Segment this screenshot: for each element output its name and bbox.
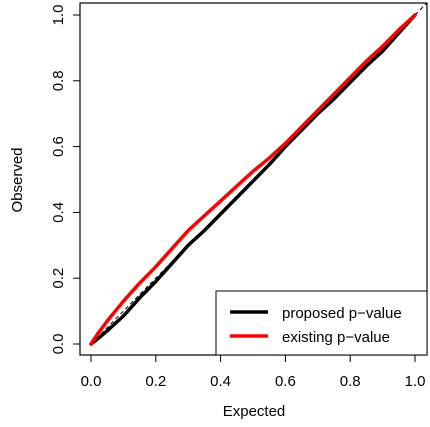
x-tick-label: 0.8 bbox=[340, 373, 361, 390]
x-tick-label: 0.0 bbox=[81, 373, 102, 390]
legend-label-existing: existing p−value bbox=[282, 329, 390, 346]
y-axis: 0.0 0.2 0.4 0.6 0.8 1.0 bbox=[50, 5, 80, 355]
series-line-existing bbox=[89, 13, 417, 346]
y-tick-label: 0.0 bbox=[50, 334, 67, 355]
x-tick-label: 0.2 bbox=[145, 373, 166, 390]
x-axis: 0.0 0.2 0.4 0.6 0.8 1.0 bbox=[81, 355, 426, 390]
legend-label-proposed: proposed p−value bbox=[282, 305, 402, 322]
x-tick-label: 0.4 bbox=[210, 373, 231, 390]
y-tick-label: 0.8 bbox=[50, 70, 67, 91]
y-tick-label: 0.4 bbox=[50, 202, 67, 223]
y-tick-label: 0.2 bbox=[50, 268, 67, 289]
y-tick-label: 1.0 bbox=[50, 5, 67, 26]
x-axis-title: Expected bbox=[223, 403, 286, 420]
y-axis-title: Observed bbox=[9, 147, 26, 212]
series-layer bbox=[89, 13, 417, 346]
y-tick-label: 0.6 bbox=[50, 136, 67, 157]
x-tick-label: 1.0 bbox=[405, 373, 426, 390]
legend-box bbox=[215, 290, 428, 356]
series-line-proposed bbox=[89, 13, 417, 346]
legend: proposed p−value existing p−value bbox=[215, 290, 428, 356]
x-tick-label: 0.6 bbox=[275, 373, 296, 390]
